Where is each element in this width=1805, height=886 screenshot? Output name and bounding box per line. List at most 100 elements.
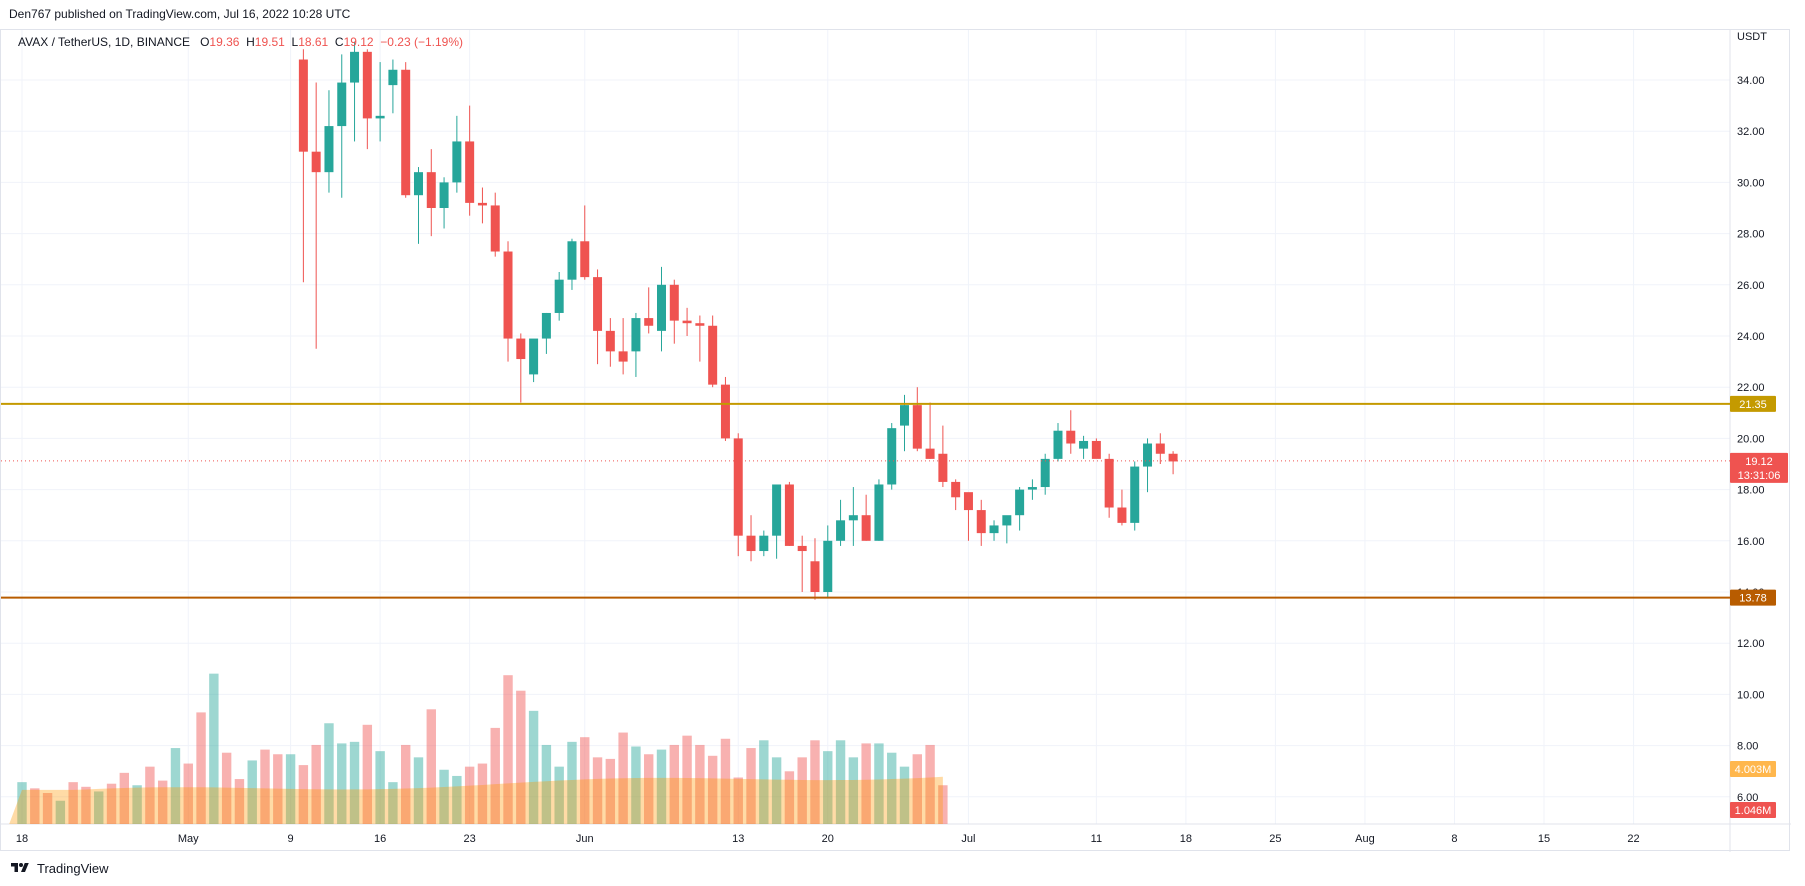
volume-bar [196,712,206,824]
volume-bar [835,740,846,824]
volume-bar [388,782,398,824]
candle-body [669,284,679,321]
candle-body [848,515,858,521]
x-tick-label: 20 [822,833,834,845]
volume-bar [618,732,628,824]
candle-body [503,251,513,339]
y-tick-label: 30.00 [1737,177,1765,189]
volume-last-tag: 1.046M [1735,805,1772,817]
y-tick-label: 8.00 [1737,741,1758,753]
volume-bar [554,766,564,824]
x-tick-label: Aug [1355,833,1375,845]
candle-body [1091,440,1101,459]
volume-bar [55,800,66,824]
candle-body [477,202,487,206]
volume-bar [298,765,309,824]
candle-body [337,82,347,127]
candle-body [375,115,385,119]
y-tick-label: 24.00 [1737,331,1765,343]
candle-body [350,51,360,83]
volume-bar [695,744,705,824]
volume-bar [516,690,526,824]
volume-bar [541,744,552,824]
candle-body [912,405,922,449]
candle-body [951,481,961,498]
volume-bar [720,738,731,824]
candle-body [1002,515,1012,526]
candle-body [1143,443,1153,467]
candle-body [797,545,807,552]
candle-body [861,515,871,541]
candle-body [720,384,730,439]
candle-body [784,484,794,546]
volume-bar [784,771,795,824]
candle-body [1104,458,1114,508]
candle-body [1015,489,1025,516]
candle-body [298,59,308,152]
y-tick-label: 34.00 [1737,75,1765,87]
candlestick-chart[interactable]: 34.00 32.00 30.00 28.00 26.00 24.00 22.00 20.00… [1,30,1791,852]
volume-last-tag-bg [1730,802,1776,818]
volume-bar [887,752,897,824]
candle-body [1155,443,1165,454]
resistance-price-tag-bg [1730,395,1776,412]
volume-bar [503,675,513,824]
volume-bar [848,757,859,824]
candle-body [1130,466,1140,523]
x-tick-label: Jun [576,833,594,845]
x-tick-label: 15 [1538,833,1550,845]
volume-bar [170,748,181,824]
candle-body [465,141,475,203]
candle-body [900,405,910,426]
candle-body [529,338,539,375]
open-value: 19.36 [209,35,240,49]
candle-body [401,69,411,196]
x-tick-label: May [178,833,199,845]
published-header: Den767 published on TradingView.com, Jul… [9,7,351,21]
volume-bar [94,791,104,824]
y-tick-label: 16.00 [1737,536,1765,548]
candle-body [989,525,999,534]
volume-bar [285,754,296,824]
open-label: O [200,35,210,49]
volume-bar [324,723,334,824]
candle-body [618,351,628,362]
volume-bar [375,751,385,824]
volume-bar [823,751,833,824]
y-tick-label: 18.00 [1737,485,1765,497]
candle-body [746,535,756,552]
brand-name: TradingView [37,860,109,876]
candle-body [516,338,526,360]
volume-bar [132,785,142,824]
footer-brand[interactable]: TradingView [9,858,109,878]
candle-body [887,428,897,485]
candle-body [311,151,321,173]
volume-bar [247,760,257,824]
volume-bar [68,782,78,824]
candle-body [490,205,500,252]
volume-bar [490,727,500,824]
volume-bar [656,749,667,824]
y-tick-label: 12.00 [1737,638,1765,650]
candle-body [1168,453,1178,462]
volume-bar [273,754,283,824]
volume-bar [426,709,436,824]
axis-unit-label: USDT [1737,31,1767,43]
volume-bar [401,744,411,824]
volume-bar [861,743,871,824]
volume-bar [528,710,539,824]
volume-bar [81,786,91,824]
high-label: H [246,35,255,49]
volume-bar [797,757,807,824]
volume-bar [413,757,424,824]
x-tick-label: 9 [288,833,294,845]
candle-body [925,448,935,459]
volume-bar [592,757,603,824]
candle-body [1040,458,1050,488]
volume-bar [771,757,782,824]
volume-bar [439,769,449,824]
volume-bar [311,744,321,824]
candle-body [823,540,833,592]
y-tick-label: 28.00 [1737,229,1765,241]
volume-bar [145,766,155,824]
